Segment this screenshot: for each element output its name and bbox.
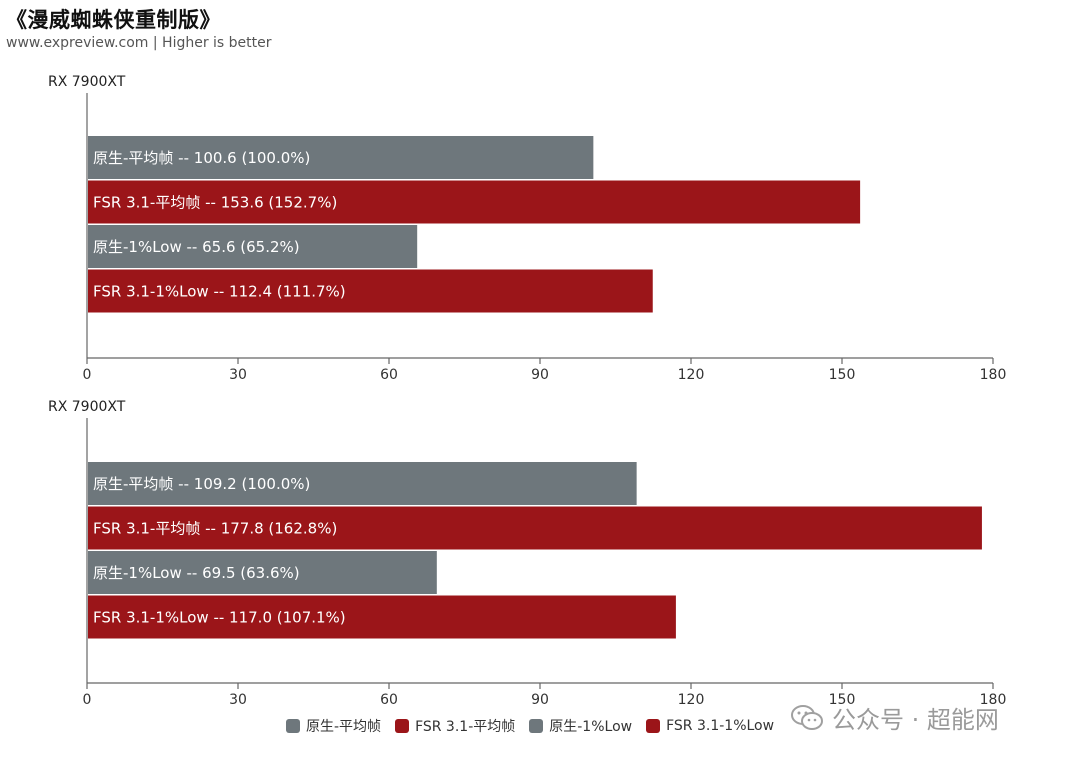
legend-item-native-avg: 原生-平均帧 — [286, 716, 381, 736]
bar-label: 原生-平均帧 -- 100.6 (100.0%) — [93, 149, 310, 167]
legend-label: FSR 3.1-1%Low — [666, 718, 775, 734]
legend-swatch — [286, 719, 300, 733]
bar — [88, 551, 437, 594]
chart-title: 《漫威蜘蛛侠重制版》 — [6, 8, 221, 32]
x-tick-label: 0 — [83, 692, 92, 708]
x-tick-label: 180 — [980, 367, 1007, 383]
legend: 原生-平均帧 FSR 3.1-平均帧 原生-1%Low FSR 3.1-1%Lo… — [286, 716, 774, 736]
bar — [88, 269, 653, 313]
legend-swatch — [395, 719, 410, 733]
bar — [88, 136, 594, 179]
x-tick-label: 60 — [380, 692, 398, 708]
x-tick-label: 30 — [229, 367, 247, 383]
x-tick-label: 150 — [829, 692, 856, 708]
chart-panel-1: RX 7900XT 0 30 60 90 120 150 180 原生-平均帧 -- 100.6… — [48, 74, 1006, 383]
legend-item-fsr-low: FSR 3.1-1%Low — [646, 718, 774, 734]
bar — [88, 506, 982, 550]
legend-label: FSR 3.1-平均帧 — [415, 719, 516, 735]
x-tick-label: 150 — [829, 367, 856, 383]
chart-panel-2: RX 7900XT 0 30 60 90 120 150 180 原生-平均帧 -- 109.2… — [48, 399, 1006, 708]
x-tick-label: 90 — [531, 367, 549, 383]
bar-label: FSR 3.1-平均帧 -- 177.8 (162.8%) — [93, 520, 337, 538]
x-tick-label: 120 — [678, 692, 705, 708]
panel-label: RX 7900XT — [48, 399, 126, 415]
bar — [88, 462, 637, 505]
wechat-icon — [791, 704, 823, 730]
watermark-text: 公众号 · 超能网 — [832, 706, 999, 734]
bar-label: FSR 3.1-1%Low -- 112.4 (111.7%) — [93, 283, 346, 301]
legend-swatch — [646, 719, 661, 733]
legend-swatch — [529, 719, 544, 733]
x-tick-label: 120 — [678, 367, 705, 383]
bar-label: FSR 3.1-1%Low -- 117.0 (107.1%) — [93, 609, 346, 627]
bar-label: 原生-1%Low -- 69.5 (63.6%) — [93, 564, 300, 582]
bar — [88, 225, 418, 268]
chart-subtitle: www.expreview.com | Higher is better — [6, 35, 272, 51]
x-tick-label: 30 — [229, 692, 247, 708]
x-tick-label: 60 — [380, 367, 398, 383]
panel-label: RX 7900XT — [48, 74, 126, 90]
bar — [88, 180, 861, 224]
bar-label: 原生-1%Low -- 65.6 (65.2%) — [93, 238, 300, 256]
legend-label: 原生-1%Low — [549, 719, 633, 735]
watermark: 公众号 · 超能网 — [790, 700, 999, 735]
legend-item-fsr-avg: FSR 3.1-平均帧 — [395, 716, 515, 736]
legend-item-native-low: 原生-1%Low — [529, 716, 632, 736]
x-tick-label: 180 — [980, 692, 1007, 708]
bar-label: 原生-平均帧 -- 109.2 (100.0%) — [93, 475, 310, 493]
x-tick-label: 0 — [83, 367, 92, 383]
legend-label: 原生-平均帧 — [306, 719, 382, 735]
bar — [88, 595, 676, 639]
x-tick-label: 90 — [531, 692, 549, 708]
bar-label: FSR 3.1-平均帧 -- 153.6 (152.7%) — [93, 194, 337, 212]
